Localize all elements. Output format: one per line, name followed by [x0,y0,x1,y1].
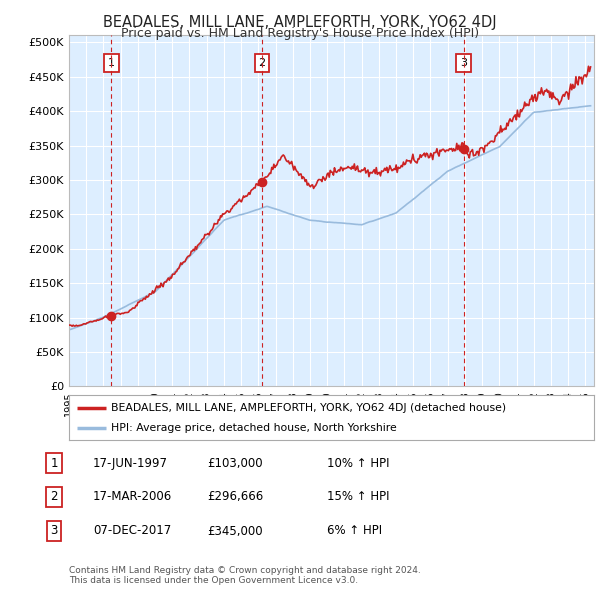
Text: £345,000: £345,000 [207,525,263,537]
Text: Contains HM Land Registry data © Crown copyright and database right 2024.
This d: Contains HM Land Registry data © Crown c… [69,566,421,585]
Text: 2: 2 [259,58,266,68]
Text: 3: 3 [460,58,467,68]
Text: HPI: Average price, detached house, North Yorkshire: HPI: Average price, detached house, Nort… [111,424,397,434]
Text: 3: 3 [50,525,58,537]
Text: 15% ↑ HPI: 15% ↑ HPI [327,490,389,503]
Text: BEADALES, MILL LANE, AMPLEFORTH, YORK, YO62 4DJ (detached house): BEADALES, MILL LANE, AMPLEFORTH, YORK, Y… [111,403,506,412]
Text: Price paid vs. HM Land Registry's House Price Index (HPI): Price paid vs. HM Land Registry's House … [121,27,479,40]
Text: 6% ↑ HPI: 6% ↑ HPI [327,525,382,537]
Text: BEADALES, MILL LANE, AMPLEFORTH, YORK, YO62 4DJ: BEADALES, MILL LANE, AMPLEFORTH, YORK, Y… [103,15,497,30]
Text: 1: 1 [108,58,115,68]
Text: 1: 1 [50,457,58,470]
Text: 10% ↑ HPI: 10% ↑ HPI [327,457,389,470]
Text: 07-DEC-2017: 07-DEC-2017 [93,525,171,537]
Text: £296,666: £296,666 [207,490,263,503]
Text: 17-MAR-2006: 17-MAR-2006 [93,490,172,503]
Text: 17-JUN-1997: 17-JUN-1997 [93,457,168,470]
Text: 2: 2 [50,490,58,503]
Text: £103,000: £103,000 [207,457,263,470]
